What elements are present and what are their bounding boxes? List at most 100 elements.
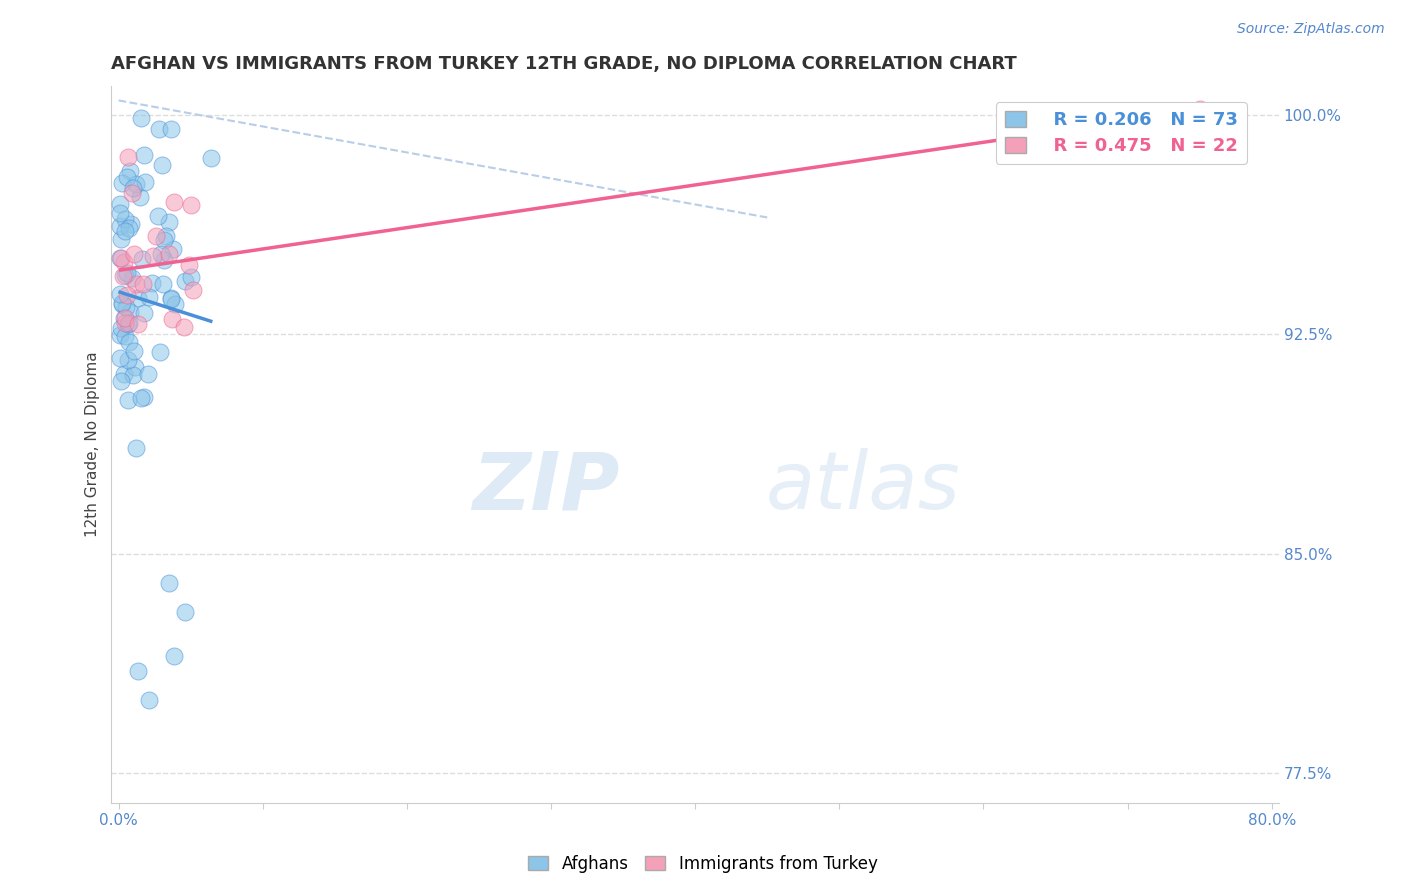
Point: [117, 150, 139, 164]
Point: [118, 334, 141, 349]
Point: [128, 190, 150, 204]
Point: [122, 180, 145, 194]
Point: [180, 197, 202, 211]
Point: [108, 205, 131, 219]
Point: [173, 606, 195, 620]
Point: [162, 649, 184, 664]
Point: [162, 195, 184, 210]
Point: [110, 374, 132, 388]
Point: [152, 233, 174, 247]
Point: [160, 292, 183, 306]
Text: Source: ZipAtlas.com: Source: ZipAtlas.com: [1237, 22, 1385, 37]
Point: [200, 151, 222, 165]
Point: [157, 247, 180, 261]
Point: [108, 197, 131, 211]
Point: [132, 391, 155, 405]
Point: [149, 345, 172, 359]
Point: [110, 252, 132, 266]
Point: [114, 212, 136, 227]
Point: [118, 316, 141, 330]
Point: [124, 359, 146, 374]
Point: [127, 664, 149, 678]
Point: [124, 177, 146, 191]
Point: [111, 176, 134, 190]
Point: [150, 158, 173, 172]
Y-axis label: 12th Grade, No Diploma: 12th Grade, No Diploma: [86, 351, 100, 537]
Text: AFGHAN VS IMMIGRANTS FROM TURKEY 12TH GRADE, NO DIPLOMA CORRELATION CHART: AFGHAN VS IMMIGRANTS FROM TURKEY 12TH GR…: [111, 55, 1017, 73]
Point: [180, 270, 202, 285]
Text: atlas: atlas: [765, 448, 960, 526]
Point: [153, 253, 176, 268]
Point: [115, 266, 138, 280]
Point: [134, 175, 156, 189]
Point: [152, 277, 174, 292]
Point: [110, 232, 132, 246]
Point: [181, 283, 204, 297]
Text: ZIP: ZIP: [472, 448, 619, 526]
Point: [138, 693, 160, 707]
Point: [118, 304, 141, 318]
Point: [148, 209, 170, 223]
Point: [125, 277, 148, 292]
Point: [1188, 102, 1211, 116]
Point: [173, 274, 195, 288]
Point: [114, 224, 136, 238]
Point: [136, 367, 159, 381]
Point: [145, 228, 167, 243]
Point: [179, 258, 201, 272]
Point: [125, 441, 148, 455]
Point: [110, 321, 132, 335]
Point: [132, 306, 155, 320]
Point: [114, 316, 136, 330]
Point: [112, 269, 135, 284]
Point: [117, 170, 139, 185]
Point: [162, 242, 184, 256]
Point: [117, 317, 139, 331]
Point: [114, 268, 136, 282]
Point: [108, 328, 131, 343]
Point: [117, 352, 139, 367]
Point: [165, 297, 187, 311]
Point: [132, 148, 155, 162]
Point: [120, 163, 142, 178]
Point: [108, 351, 131, 365]
Point: [117, 392, 139, 407]
Point: [131, 252, 153, 266]
Point: [108, 219, 131, 234]
Point: [127, 291, 149, 305]
Point: [114, 311, 136, 326]
Point: [122, 246, 145, 260]
Point: [111, 296, 134, 310]
Point: [114, 329, 136, 343]
Point: [121, 270, 143, 285]
Point: [142, 249, 165, 263]
Point: [160, 122, 183, 136]
Legend: Afghans, Immigrants from Turkey: Afghans, Immigrants from Turkey: [522, 848, 884, 880]
Point: [132, 277, 155, 291]
Point: [121, 186, 143, 201]
Point: [159, 291, 181, 305]
Point: [115, 288, 138, 302]
Point: [160, 312, 183, 326]
Point: [131, 112, 153, 126]
Point: [157, 576, 180, 591]
Point: [127, 317, 149, 331]
Point: [112, 255, 135, 269]
Point: [108, 252, 131, 266]
Point: [110, 297, 132, 311]
Point: [141, 276, 163, 290]
Point: [108, 287, 131, 301]
Point: [173, 319, 195, 334]
Point: [157, 215, 180, 229]
Point: [148, 122, 170, 136]
Point: [155, 228, 177, 243]
Point: [131, 391, 153, 405]
Point: [118, 221, 141, 235]
Point: [112, 367, 135, 381]
Point: [122, 343, 145, 358]
Legend:   R = 0.206   N = 73,   R = 0.475   N = 22: R = 0.206 N = 73, R = 0.475 N = 22: [995, 102, 1247, 164]
Point: [150, 246, 173, 260]
Point: [138, 290, 160, 304]
Point: [112, 311, 135, 326]
Point: [121, 368, 143, 383]
